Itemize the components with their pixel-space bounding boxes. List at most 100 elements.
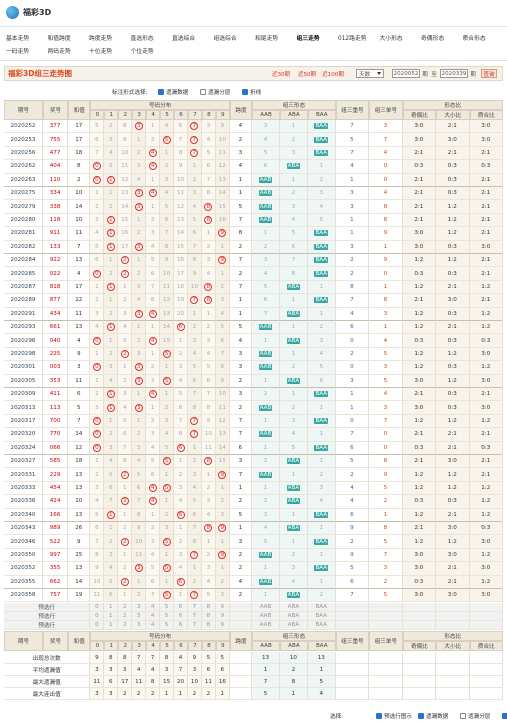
table-cell: 4 [160, 120, 175, 134]
preselect-cell[interactable]: 1 [104, 603, 119, 613]
preselect-cell[interactable]: 2 [118, 621, 133, 631]
to-input[interactable]: 2020339 [440, 69, 468, 78]
table-cell: 166 [43, 508, 69, 522]
preselect-cell[interactable]: 4 [146, 612, 161, 622]
preselect-cell[interactable]: 6 [174, 612, 188, 622]
preselect-cell[interactable]: ABA [279, 603, 308, 613]
preselect-cell[interactable]: AAB [252, 612, 280, 622]
preselect-cell[interactable]: 3 [132, 621, 147, 631]
preselect-cell[interactable]: 0 [90, 603, 105, 613]
header-cell: 3 [132, 110, 147, 120]
table-cell: 2020305 [4, 374, 44, 388]
preselect-cell[interactable]: 7 [187, 603, 202, 613]
hit-number: 9 [218, 524, 227, 533]
preselect-cell[interactable]: 5 [160, 621, 175, 631]
recent-link[interactable]: 近50期 [297, 71, 317, 78]
table-cell: 2 [369, 575, 403, 589]
hit-number: 1 [106, 403, 115, 412]
preselect-label: 预选行 [4, 603, 91, 613]
table-cell: 1 [215, 267, 230, 281]
nav-link[interactable]: 两码走势 [47, 49, 71, 55]
nav-link[interactable]: 跨度走势 [89, 36, 113, 42]
table-cell: 1:2 [436, 481, 470, 496]
nav-link[interactable]: 组选综合 [213, 36, 237, 42]
preselect-cell[interactable]: BAA [307, 621, 336, 631]
table-cell: 2:1 [469, 455, 503, 469]
preselect-cell[interactable]: 2 [118, 603, 133, 613]
preselect-cell[interactable]: BAA [307, 612, 336, 622]
nav-link[interactable]: 十位走势 [89, 49, 113, 55]
preselect-cell [402, 612, 437, 622]
preselect-cell[interactable]: 4 [146, 621, 161, 631]
preselect-cell[interactable]: 7 [187, 612, 202, 622]
checkbox[interactable] [376, 712, 382, 719]
nav-link[interactable]: 质合形态 [462, 36, 486, 42]
nav-link[interactable]: 奇偶形态 [421, 36, 445, 42]
preselect-cell[interactable]: 1 [104, 621, 119, 631]
preselect-cell[interactable]: 7 [187, 621, 202, 631]
header-cell: 和值 [68, 631, 91, 652]
preselect-cell[interactable]: 0 [90, 612, 105, 622]
query-button[interactable]: 查询 [481, 69, 497, 78]
table-cell: 1 [104, 414, 119, 429]
preselect-cell[interactable]: 0 [90, 621, 105, 631]
nav-link[interactable]: 直选综合 [172, 36, 196, 42]
checkbox[interactable] [200, 88, 206, 95]
table-cell: 2 [335, 347, 370, 362]
preselect-cell[interactable]: 6 [174, 621, 188, 631]
table-cell: 0:3 [436, 361, 470, 375]
nav-link[interactable]: 大小形态 [379, 36, 403, 42]
preselect-cell[interactable]: 9 [215, 612, 230, 622]
nav-link[interactable]: 和值跨度 [47, 36, 71, 42]
table-cell: 5 [90, 120, 105, 134]
range-select[interactable]: 天数 [356, 69, 384, 78]
stats-cell: 4 [174, 652, 188, 665]
header-cell: 组三重号 [335, 100, 370, 120]
from-input[interactable]: 2020052 [392, 69, 420, 78]
preselect-cell[interactable]: 6 [174, 603, 188, 613]
preselect-cell[interactable]: BAA [307, 603, 336, 613]
preselect-cell[interactable]: AAB [252, 603, 280, 613]
nav-link[interactable]: 组三走势 [296, 36, 320, 42]
preselect-cell [229, 612, 253, 622]
checkbox[interactable] [242, 88, 248, 95]
preselect-cell[interactable]: 8 [201, 621, 216, 631]
preselect-cell[interactable]: 9 [215, 621, 230, 631]
table-cell: 4 [369, 187, 403, 201]
table-cell: 1 [307, 307, 336, 321]
table-cell: 3 [132, 441, 147, 455]
checkbox[interactable] [418, 712, 424, 719]
nav-link[interactable]: 个位走势 [130, 49, 154, 55]
nav-link[interactable]: 和尾走势 [255, 36, 279, 42]
table-cell: 6 [252, 160, 280, 174]
preselect-cell[interactable]: 3 [132, 612, 147, 622]
preselect-cell[interactable]: 3 [132, 603, 147, 613]
preselect-cell[interactable]: ABA [279, 621, 308, 631]
preselect-cell[interactable]: ABA [279, 612, 308, 622]
checkbox[interactable] [502, 712, 507, 719]
preselect-cell[interactable]: 8 [201, 603, 216, 613]
table-cell: 10 [187, 280, 202, 295]
preselect-cell[interactable]: 5 [160, 612, 175, 622]
preselect-cell[interactable]: AAB [252, 621, 280, 631]
checkbox[interactable] [158, 88, 164, 95]
table-cell: AAB [252, 548, 280, 563]
recent-link[interactable]: 近100期 [322, 71, 344, 78]
preselect-cell[interactable]: 8 [201, 612, 216, 622]
table-cell: 1 [104, 508, 119, 522]
nav-link[interactable]: 基本走势 [6, 36, 30, 42]
preselect-cell[interactable]: 1 [104, 612, 119, 622]
panel-title: 福彩3D组三走势图 [8, 69, 72, 78]
table-cell: 3 [132, 160, 147, 174]
nav-link[interactable]: 直选形态 [130, 36, 154, 42]
checkbox[interactable] [460, 712, 466, 719]
preselect-cell[interactable]: 4 [146, 603, 161, 613]
hit-number: 1 [106, 510, 115, 519]
recent-link[interactable]: 近30期 [271, 71, 291, 78]
preselect-cell[interactable]: 2 [118, 612, 133, 622]
table-cell: 1 [252, 414, 280, 429]
nav-link[interactable]: 一码走势 [6, 49, 30, 55]
nav-link[interactable]: 012路走势 [338, 36, 367, 42]
preselect-cell[interactable]: 5 [160, 603, 175, 613]
preselect-cell[interactable]: 9 [215, 603, 230, 613]
